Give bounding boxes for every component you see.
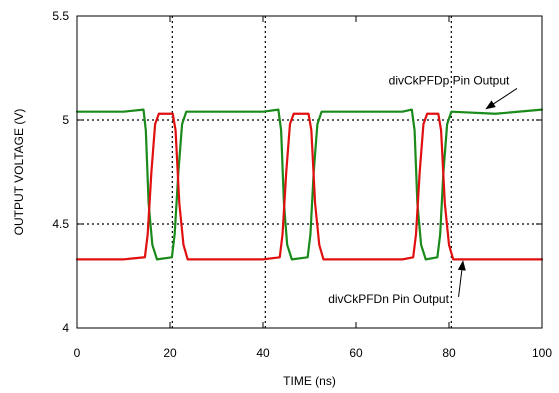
x-tick-label-3: 60 — [349, 346, 363, 360]
y-tick-label-2: 5 — [62, 113, 69, 127]
y-axis-label: OUTPUT VOLTAGE (V) — [12, 109, 26, 236]
x-tick-label-5: 100 — [532, 346, 552, 360]
annotation-arrow-divckpfdp — [485, 88, 518, 110]
annotation-divckpfdp: divCkPFDp Pin Output — [389, 73, 510, 87]
axis-ticks: 0 20 40 60 80 100 4 4.5 5 5.5 — [52, 9, 552, 360]
annotations: divCkPFDp Pin Output divCkPFDn Pin Outpu… — [328, 73, 518, 306]
annotation-divckpfdn: divCkPFDn Pin Output — [328, 292, 449, 306]
x-tick-label-4: 80 — [442, 346, 456, 360]
annotation-arrow-divckpfdn — [457, 260, 466, 297]
y-tick-label-1: 4.5 — [52, 217, 69, 231]
series-lines — [75, 108, 544, 261]
y-tick-label-3: 5.5 — [52, 9, 69, 23]
axis-labels: TIME (ns) OUTPUT VOLTAGE (V) — [12, 109, 336, 388]
y-tick-label-0: 4 — [62, 321, 69, 335]
series-line-divckpfdp — [75, 108, 544, 261]
grid-lines — [77, 16, 542, 328]
x-tick-label-2: 40 — [256, 346, 270, 360]
x-tick-label-0: 0 — [74, 346, 81, 360]
plot-frame — [76, 15, 543, 329]
x-axis-label: TIME (ns) — [283, 374, 336, 388]
x-tick-label-1: 20 — [163, 346, 177, 360]
series-line-divckpfdn — [75, 112, 544, 261]
